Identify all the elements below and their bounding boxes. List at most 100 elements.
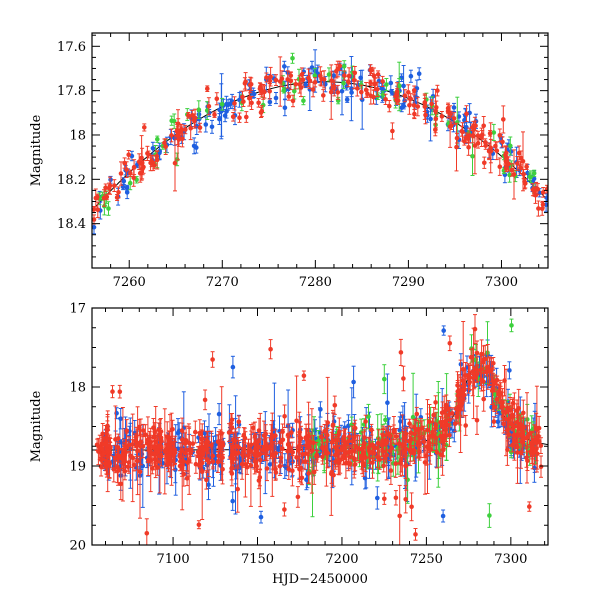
data-point <box>520 159 526 164</box>
data-point <box>264 75 269 80</box>
data-point <box>390 128 395 134</box>
data-point <box>150 146 156 151</box>
data-point <box>332 403 338 408</box>
data-point <box>106 206 111 211</box>
data-point <box>540 202 546 207</box>
data-point <box>470 133 476 138</box>
data-point <box>433 116 439 122</box>
data-point <box>459 128 465 134</box>
data-point <box>215 459 221 465</box>
data-point <box>212 112 217 117</box>
data-point <box>444 402 449 408</box>
data-point <box>243 79 248 84</box>
data-point <box>530 187 536 192</box>
data-point <box>408 96 414 102</box>
data-point <box>445 105 451 111</box>
data-point <box>131 164 137 170</box>
data-point <box>346 79 351 84</box>
data-point <box>487 131 493 136</box>
data-point <box>507 368 512 373</box>
data-point <box>335 90 341 95</box>
data-point <box>257 86 263 91</box>
data-point <box>290 56 295 61</box>
data-point <box>359 89 364 95</box>
data-point <box>183 127 188 132</box>
data-point <box>214 96 220 101</box>
data-point <box>321 93 326 98</box>
data-point <box>539 206 545 211</box>
data-point <box>536 206 541 211</box>
data-point <box>433 127 438 133</box>
data-point <box>492 391 498 397</box>
data-point <box>230 114 236 120</box>
data-point <box>217 107 222 113</box>
data-point <box>294 418 299 424</box>
data-point <box>465 136 471 141</box>
data-point <box>196 107 202 112</box>
data-point <box>509 167 515 173</box>
data-point <box>518 155 524 161</box>
data-point <box>531 171 537 176</box>
data-point <box>276 447 281 453</box>
data-point <box>273 433 278 438</box>
data-point <box>503 159 509 164</box>
data-point <box>487 513 492 518</box>
data-point <box>516 150 522 156</box>
top-panel: 7260 7270 7280 7290 7300 17.6 17.8 18 18.2 18.4 Ma… <box>29 32 549 290</box>
data-point <box>410 414 416 420</box>
data-point <box>394 89 400 95</box>
data-point <box>371 73 377 78</box>
data-point <box>368 80 373 86</box>
data-point <box>381 463 387 469</box>
data-point <box>204 477 209 483</box>
data-point <box>282 414 287 419</box>
data-point <box>174 128 180 133</box>
data-point <box>126 152 131 157</box>
data-point <box>289 430 294 435</box>
data-point <box>332 85 337 91</box>
data-point <box>483 143 489 148</box>
data-point <box>533 192 538 198</box>
data-point <box>330 423 336 428</box>
data-point <box>491 130 497 135</box>
data-point <box>452 428 457 434</box>
data-point <box>389 90 395 95</box>
data-point <box>518 165 523 170</box>
y-axis-label: Magnitude <box>29 114 44 186</box>
data-point <box>256 100 261 106</box>
data-point <box>346 73 352 79</box>
data-point <box>128 171 133 176</box>
data-point <box>202 430 207 436</box>
data-point <box>312 80 318 85</box>
data-point <box>398 350 404 355</box>
data-point <box>431 412 437 418</box>
data-point <box>368 67 373 73</box>
data-point <box>146 152 151 157</box>
data-point <box>402 93 408 98</box>
data-point <box>511 172 517 177</box>
y-tick-label: 18 <box>69 128 86 143</box>
data-point <box>232 101 237 106</box>
data-point <box>383 97 388 102</box>
data-point <box>209 124 215 130</box>
data-point <box>482 160 487 166</box>
data-point <box>203 122 209 127</box>
data-point <box>210 459 216 464</box>
y-tick-label: 17.6 <box>57 40 86 55</box>
data-point <box>197 125 203 130</box>
data-point <box>521 410 526 416</box>
data-point <box>472 143 478 148</box>
data-point <box>124 167 129 172</box>
data-point <box>134 458 140 464</box>
data-point <box>104 194 110 200</box>
data-point <box>321 77 327 82</box>
data-point <box>303 82 309 88</box>
data-point <box>116 190 121 195</box>
data-point <box>150 160 156 166</box>
data-point <box>154 153 160 159</box>
data-point <box>462 139 467 144</box>
data-point <box>385 400 390 406</box>
data-point <box>540 190 546 195</box>
data-point <box>122 452 128 458</box>
data-point <box>400 414 406 419</box>
